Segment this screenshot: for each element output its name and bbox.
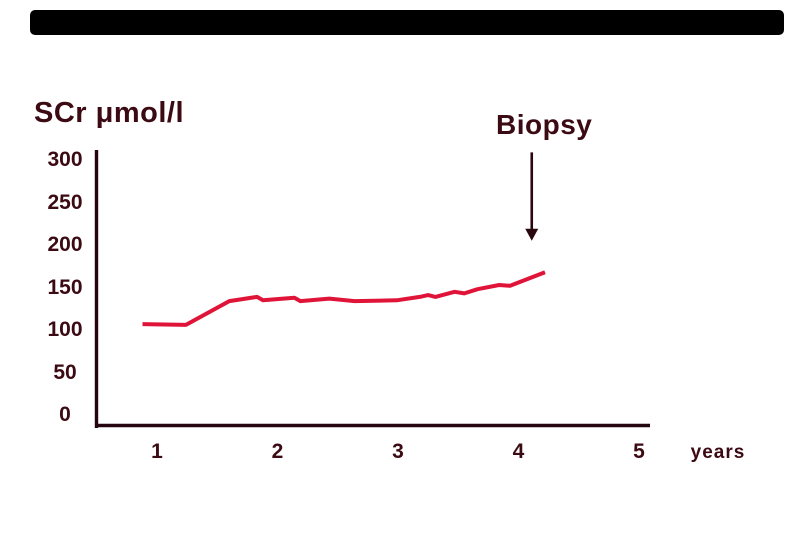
y-tick-label: 150	[47, 275, 83, 299]
x-tick-label: 2	[271, 440, 284, 463]
x-tick-label: 5	[633, 440, 645, 463]
x-tick-label: 1	[151, 440, 163, 463]
y-tick-label: 100	[47, 318, 83, 341]
y-tick-label: 200	[47, 233, 83, 256]
y-tick-label: 0	[59, 403, 71, 426]
y-tick-label: 50	[53, 360, 77, 384]
x-tick-label: 3	[392, 440, 404, 463]
redacted-title-bar	[30, 10, 784, 35]
axes	[94, 150, 650, 428]
y-tick-label: 250	[47, 190, 83, 214]
x-tick-label: 4	[512, 440, 525, 463]
scr-line-series	[142, 270, 546, 327]
biopsy-arrow-icon	[525, 152, 539, 241]
chart-title: SCr μmol/l	[34, 97, 185, 129]
y-tick-label: 300	[47, 148, 83, 171]
x-axis-unit-label: years	[690, 442, 746, 463]
biopsy-annotation-label: Biopsy	[496, 109, 593, 140]
